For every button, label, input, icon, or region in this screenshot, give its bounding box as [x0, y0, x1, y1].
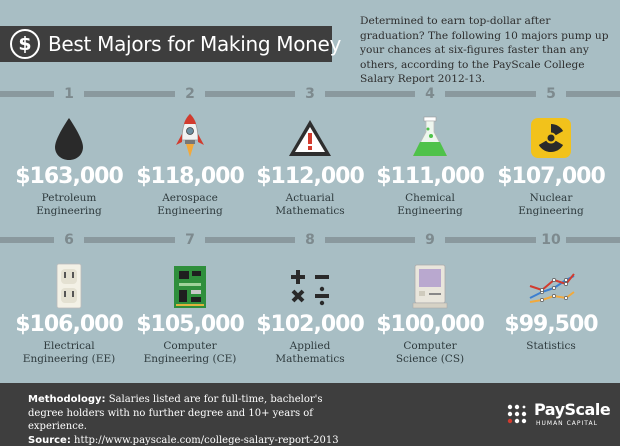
major-name: Actuarial Mathematics — [275, 192, 345, 217]
oil-drop-icon — [44, 116, 94, 162]
rocket-icon — [165, 112, 215, 158]
salary-value: $112,000 — [256, 164, 365, 189]
major-name: Aerospace Engineering — [157, 192, 223, 217]
salary-value: $107,000 — [497, 164, 606, 189]
line-graph-icon — [526, 266, 576, 312]
outlet-icon — [44, 262, 94, 309]
footer-notes: Methodology: Salaries listed are for ful… — [28, 393, 358, 446]
major-name: Petroleum Engineering — [36, 192, 102, 217]
methodology-text: Salaries listed are for full-time, bache… — [28, 394, 323, 432]
dot-grid-icon — [506, 401, 534, 429]
rank-badge: 3 — [295, 84, 325, 104]
rank-badge: 5 — [536, 84, 566, 104]
logo-wordmark: PayScale — [534, 400, 611, 419]
intro-text: Determined to earn top-dollar after grad… — [360, 15, 609, 85]
source-label: Source: — [28, 434, 71, 446]
flask-icon — [405, 114, 455, 160]
salary-value: $99,500 — [504, 312, 598, 337]
major-name: Chemical Engineering — [397, 192, 463, 217]
title-banner: $ Best Majors for Making Money — [0, 26, 341, 62]
math-operators-icon — [285, 264, 335, 310]
salary-value: $163,000 — [15, 164, 124, 189]
dollar-icon: $ — [10, 29, 40, 59]
rank-badge: 6 — [54, 230, 84, 250]
circuit-board-icon — [165, 264, 215, 310]
major-name: Nuclear Engineering — [518, 192, 584, 217]
rank-badge: 7 — [175, 230, 205, 250]
salary-value: $102,000 — [256, 312, 365, 337]
salary-value: $100,000 — [376, 312, 485, 337]
page-title: Best Majors for Making Money — [48, 32, 342, 56]
radiation-icon — [526, 116, 576, 162]
warning-icon — [285, 116, 335, 162]
salary-value: $111,000 — [376, 164, 485, 189]
salary-value: $106,000 — [15, 312, 124, 337]
major-name: Computer Science (CS) — [395, 340, 465, 365]
source-text: http://www.payscale.com/college-salary-r… — [70, 434, 339, 446]
major-name: Applied Mathematics — [275, 340, 345, 365]
major-name: Statistics — [526, 340, 576, 352]
rank-badge: 1 — [54, 84, 84, 104]
major-name: Computer Engineering (CE) — [143, 340, 237, 365]
rank-badge: 8 — [295, 230, 325, 250]
rank-badge: 4 — [415, 84, 445, 104]
major-name: Electrical Engineering (EE) — [22, 340, 116, 365]
salary-value: $118,000 — [136, 164, 245, 189]
methodology-label: Methodology: — [28, 394, 106, 405]
rank-badge: 9 — [415, 230, 445, 250]
payscale-logo: PayScale HUMAN CAPITAL — [506, 399, 611, 435]
rank-badge: 2 — [175, 84, 205, 104]
salary-value: $105,000 — [136, 312, 245, 337]
logo-tagline: HUMAN CAPITAL — [536, 420, 598, 427]
computer-icon — [405, 263, 455, 309]
rank-badge: 10 — [536, 230, 566, 250]
footer-bar: Methodology: Salaries listed are for ful… — [0, 383, 620, 446]
